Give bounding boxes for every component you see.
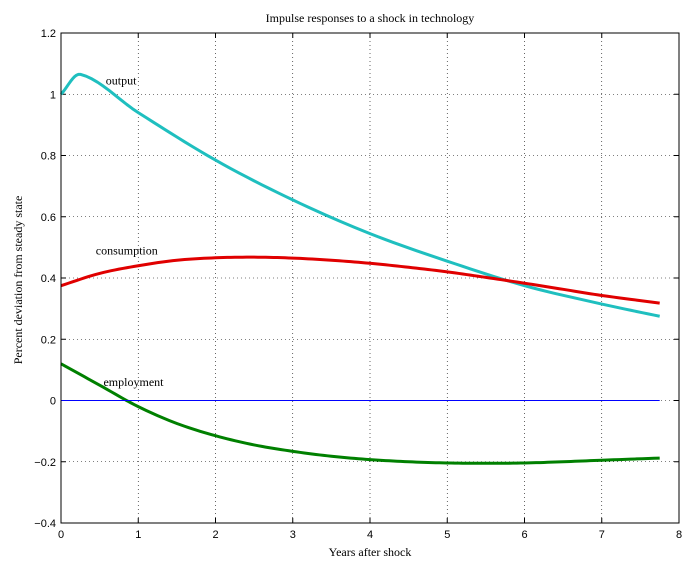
- y-tick-label: −0.4: [34, 518, 56, 530]
- y-tick-label: −0.2: [34, 457, 56, 469]
- x-tick-label: 0: [58, 529, 64, 541]
- x-tick-label: 8: [676, 529, 682, 541]
- x-tick-label: 5: [444, 529, 450, 541]
- y-tick-label: 1: [50, 89, 56, 101]
- y-tick-label: 0.4: [41, 273, 56, 285]
- x-tick-label: 4: [367, 529, 373, 541]
- x-tick-label: 3: [290, 529, 296, 541]
- y-tick-label: 1.2: [41, 28, 56, 40]
- series-annotation: consumption: [96, 243, 158, 257]
- grid: [61, 33, 679, 523]
- x-axis-label: Years after shock: [329, 545, 412, 559]
- consumption-line: [60, 255, 660, 305]
- series-annotation: employment: [103, 375, 164, 389]
- x-tick-label: 6: [521, 529, 527, 541]
- axis-ticks: 0 1 2 3 4 5 6 7 8 −0.4 −0.2 0 0.2 0.4 0.6 0.8 1 1.2: [34, 28, 682, 541]
- x-tick-label: 7: [599, 529, 605, 541]
- x-tick-label: 1: [135, 529, 141, 541]
- series-annotation: output: [106, 73, 137, 87]
- series-lines: [59, 72, 660, 465]
- plot-frame: [60, 32, 680, 524]
- y-tick-label: 0.2: [41, 334, 56, 346]
- output-line: [59, 72, 660, 318]
- series-annotations: output consumption employment: [96, 73, 164, 389]
- y-axis-label: Percent deviation from steady state: [11, 196, 25, 365]
- y-tick-label: 0.6: [41, 212, 56, 224]
- y-tick-label: 0: [50, 396, 56, 408]
- chart-title: Impulse responses to a shock in technolo…: [266, 11, 475, 25]
- x-tick-label: 2: [212, 529, 218, 541]
- employment-line: [60, 362, 660, 465]
- y-tick-label: 0.8: [41, 151, 56, 163]
